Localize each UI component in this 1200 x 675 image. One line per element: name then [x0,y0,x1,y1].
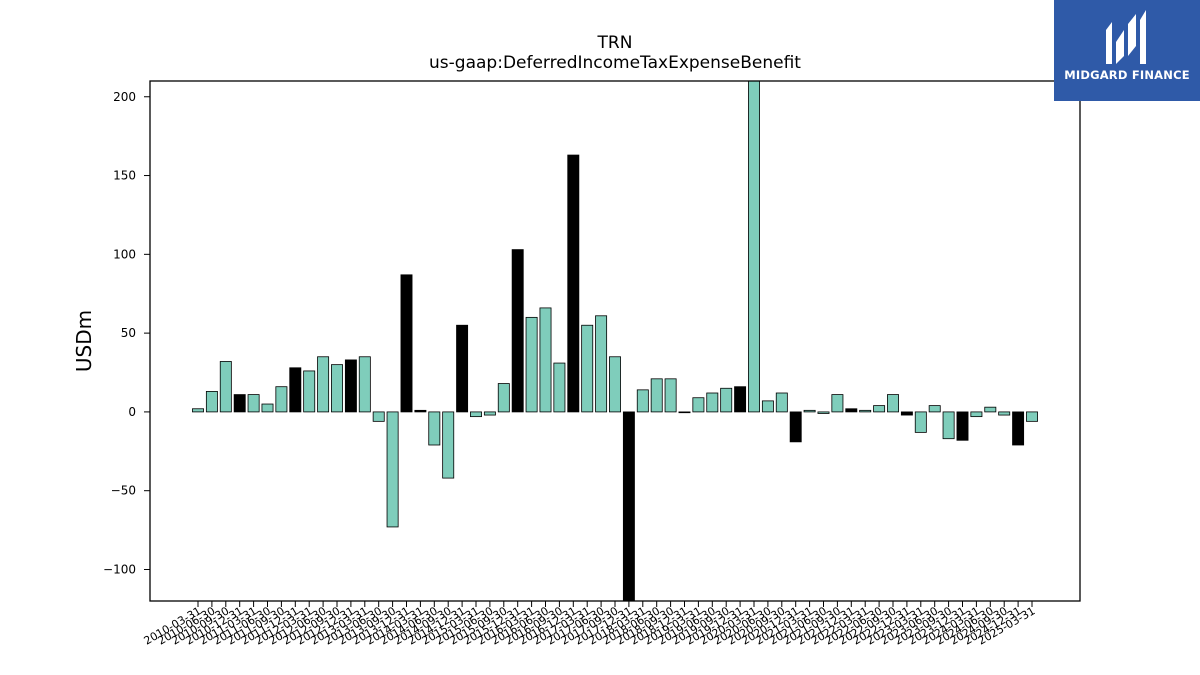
bar-2019-03-31 [692,397,705,413]
bar-2012-12-31 [344,359,357,413]
bar-2021-09-30 [831,394,844,413]
bar-2013-09-30 [386,411,399,528]
bar-2012-06-30 [317,356,330,413]
bar-2016-06-30 [539,307,552,413]
chart-title: TRN [597,33,633,53]
bar-2010-09-30 [219,361,232,413]
bar-2023-06-30 [928,405,941,413]
y-tick-label: 50 [121,326,136,340]
bar-2023-09-30 [942,411,955,440]
bar-2016-03-31 [525,316,538,413]
bar-2023-12-31 [956,411,969,441]
bar-2017-12-31 [622,411,635,602]
bar-2016-12-31 [567,154,580,413]
bar-2017-06-30 [595,315,608,413]
bar-2015-03-31 [470,411,482,418]
brand-logo: MIDGARD FINANCE [1054,0,1200,101]
bar-2024-06-30 [984,406,997,413]
bar-2015-12-31 [511,249,524,413]
bar-2019-12-31 [734,386,747,413]
bar-2020-12-31 [789,411,802,443]
bar-2015-06-30 [483,411,496,416]
x-axis: 2010-03-312010-06-302010-09-302010-12-31… [142,601,1038,648]
bar-2014-09-30 [442,411,455,479]
bar-2014-12-31 [456,324,469,413]
bar-2021-03-31 [803,409,816,413]
bar-2024-03-31 [970,411,983,418]
bar-2014-03-31 [414,409,427,413]
midgard-logo-icon [1106,10,1146,64]
bar-2019-06-30 [706,392,719,413]
bar-2024-12-31 [1012,411,1025,446]
y-tick-label: 100 [113,247,136,261]
bar-2012-03-31 [303,370,316,413]
bar-2014-06-30 [428,411,441,446]
bar-2018-06-30 [650,378,663,413]
bar-2011-06-30 [261,403,274,413]
bar-2022-03-31 [859,409,872,413]
bar-2024-09-30 [998,411,1011,416]
bar-2013-12-31 [400,274,413,413]
bar-2016-09-30 [553,362,566,413]
bar-2010-12-31 [233,394,246,413]
bar-2013-06-30 [372,411,385,422]
bar-2020-03-31 [748,80,760,413]
y-tick-label: −50 [111,484,136,498]
plot-frame [149,80,1081,602]
bar-2010-06-30 [205,391,218,413]
bar-2015-09-30 [497,383,510,413]
y-tick-label: −100 [103,562,136,576]
bar-2017-03-31 [581,324,594,413]
bar-2021-06-30 [817,411,830,414]
y-tick-label: 200 [113,90,136,104]
bar-2021-12-31 [845,408,858,413]
bars-group [192,80,1038,602]
bar-2023-03-31 [914,411,927,433]
y-axis: −100 −50 0 50 100 150 200 [103,90,150,576]
bar-2010-03-31 [192,408,204,413]
bar-2017-09-30 [609,356,621,413]
y-axis-label: USDm [72,310,96,372]
bar-2012-09-30 [331,364,343,413]
bar-2020-09-30 [775,392,788,413]
bar-2011-12-31 [289,367,302,413]
bar-2011-09-30 [275,386,288,413]
bar-2019-09-30 [720,387,733,413]
bar-2018-03-31 [636,389,649,413]
bar-2018-09-30 [664,378,677,413]
chart-subtitle: us-gaap:DeferredIncomeTaxExpenseBenefit [429,53,801,73]
bar-2022-09-30 [887,394,899,413]
y-tick-label: 150 [113,169,136,183]
bar-2022-12-31 [900,411,913,416]
brand-name: MIDGARD FINANCE [1064,68,1190,82]
y-tick-label: 0 [128,405,136,419]
bar-2020-06-30 [761,400,774,413]
bar-2011-03-31 [247,394,260,413]
bar-2018-12-31 [678,411,691,414]
bar-2022-06-30 [873,405,886,413]
bar-2025-03-31 [1026,411,1038,422]
bar-2013-03-31 [358,356,371,413]
